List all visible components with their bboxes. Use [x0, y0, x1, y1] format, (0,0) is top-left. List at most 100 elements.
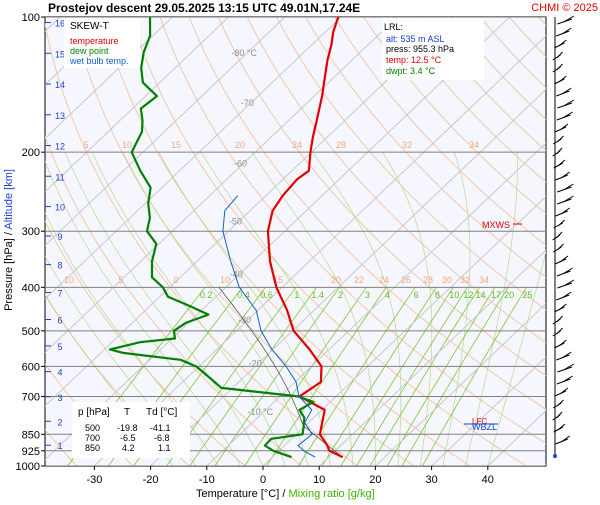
dry-adiabat: [538, 17, 600, 466]
lrl-press: press: 955.3 hPa: [386, 44, 454, 54]
wind-barb: [559, 76, 566, 82]
pressure-tick-label: 200: [22, 147, 40, 159]
temperature-tick-label: 30: [425, 474, 437, 486]
wind-barb: [556, 148, 562, 154]
wind-barb: [564, 16, 574, 22]
table-cell: -6.5: [120, 433, 136, 443]
wind-barb: [561, 208, 570, 214]
theta-label: 10: [64, 275, 74, 285]
wind-barb: [556, 232, 562, 238]
wind-barb: [563, 196, 573, 202]
altitude-tick-label: 2: [57, 417, 62, 427]
table-cell: -6.8: [154, 433, 170, 443]
altitude-tick-label: 12: [55, 142, 65, 152]
wind-barb: [564, 100, 574, 106]
altitude-tick-label: 9: [57, 232, 62, 242]
mixing-ratio-label: 10: [449, 290, 459, 300]
pressure-tick-label: 850: [22, 429, 40, 441]
isotherm-label: -60: [234, 158, 247, 168]
mixing-ratio-label: 25: [522, 290, 532, 300]
legend-dew-point: dew point: [70, 46, 109, 56]
altitude-tick-label: 15: [55, 49, 65, 59]
legend-temperature: temperature: [70, 36, 119, 46]
y-axis-label-altitude: Altitude [km]: [3, 169, 15, 230]
theta-label: 10: [122, 140, 132, 150]
theta-label: 22: [354, 275, 364, 285]
altitude-tick-label: 16: [55, 19, 65, 29]
altitude-tick-label: 3: [57, 393, 62, 403]
pressure-tick-label: 700: [22, 391, 40, 403]
isotherm-label: -10 °C: [248, 407, 274, 417]
altitude-tick-label: 5: [57, 342, 62, 352]
wind-barbs: [553, 16, 574, 458]
wind-barb: [559, 40, 566, 46]
temperature-tick-label: 40: [482, 474, 494, 486]
wind-barb: [564, 364, 574, 370]
theta-label: 30: [442, 275, 452, 285]
table-cell: 4.2: [122, 443, 135, 453]
theta-label: 28: [423, 275, 433, 285]
isotherm-label: -30: [238, 315, 251, 325]
wind-barb: [563, 112, 573, 118]
table-cell: 1.1: [158, 443, 171, 453]
theta-label: 20: [331, 275, 341, 285]
pressure-tick-label: 400: [22, 282, 40, 294]
pressure-tick-label: 925: [22, 446, 40, 458]
altitude-tick-label: 6: [57, 316, 62, 326]
table-header-t: T: [124, 407, 130, 418]
isotherm-label: -80 °C: [231, 48, 257, 58]
wind-barb: [563, 376, 573, 382]
wind-barb: [557, 136, 563, 142]
wind-barb: [562, 28, 571, 34]
y-axis-label-pressure: Pressure [hPa]: [3, 238, 15, 311]
altitude-tick-label: 1: [57, 441, 62, 451]
table-cell: 850: [85, 443, 100, 453]
isotherm: [544, 17, 600, 466]
pressure-tick-label: 300: [22, 226, 40, 238]
x-axis-sep: /: [279, 488, 288, 500]
temperature-tick-label: -20: [143, 474, 159, 486]
wind-barb: [557, 52, 563, 58]
table-cell: -41.1: [150, 423, 171, 433]
chart-title: Prostejov descent 29.05.2025 13:15 UTC 4…: [48, 1, 360, 15]
wind-barb: [557, 64, 563, 70]
wind-barb: [556, 412, 562, 418]
altitude-tick-label: 13: [55, 111, 65, 121]
lrl-temp: temp: 12.5 °C: [386, 55, 442, 65]
theta-label: 20: [235, 140, 245, 150]
y-axis-title: Pressure [hPa] / Altitude [km]: [3, 169, 15, 311]
mxws-label: MXWS: [482, 220, 510, 230]
wind-barb: [564, 280, 574, 286]
wind-barb: [557, 244, 563, 250]
wind-barb: [557, 328, 563, 334]
altitude-tick-label: 11: [55, 172, 64, 182]
temperature-tick-label: 20: [369, 474, 381, 486]
mixing-ratio-label: 17: [491, 290, 501, 300]
wind-barb: [561, 172, 570, 178]
table-cell: 700: [85, 433, 100, 443]
theta-label: 15: [171, 140, 181, 150]
theta-label: 28: [336, 140, 346, 150]
mixing-ratio-label: 0.2: [200, 290, 213, 300]
wind-barb: [560, 388, 568, 394]
pressure-tick-label: 500: [22, 326, 40, 338]
mixing-ratio-label: 3: [365, 290, 370, 300]
mixing-ratio-label: 6: [414, 290, 419, 300]
wind-barb: [562, 292, 571, 298]
wind-barb: [562, 352, 571, 358]
dry-adiabat: [568, 17, 600, 466]
theta-label: 5: [83, 140, 88, 150]
wind-barb: [558, 424, 565, 430]
x-axis-label-temp: Temperature [°C]: [196, 488, 279, 500]
table-cell: -19.8: [117, 423, 138, 433]
lrl-dwpt: dwpt: 3.4 °C: [386, 66, 436, 76]
table-header-td: Td [°C]: [146, 407, 177, 418]
theta-label: 0: [173, 275, 178, 285]
dry-adiabat: [597, 17, 600, 466]
theta-label: 32: [402, 140, 412, 150]
temperature-tick-label: -10: [199, 474, 215, 486]
table-header-p: p [hPa]: [78, 407, 110, 418]
theta-label: 26: [401, 275, 411, 285]
wind-barb: [560, 256, 568, 262]
